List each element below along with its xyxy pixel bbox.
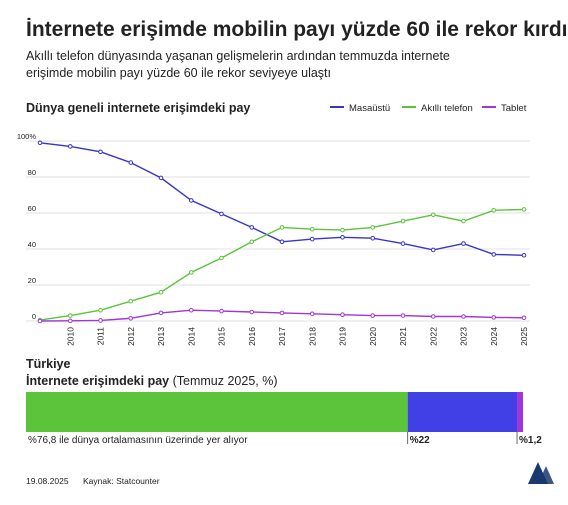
point [158,310,164,316]
point [158,289,164,295]
value-label: %1,2 [519,435,542,446]
chart-title: Dünya geneli internete erişimdeki pay [26,101,250,115]
bar-subtitle-note: (Temmuz 2025, %) [173,374,278,388]
logo [528,462,554,484]
x-tick-label: 2015 [217,327,227,346]
value-label-text: %76,8 [28,435,57,446]
source: Kaynak: Statcounter [83,476,160,486]
point [67,144,73,149]
point [128,298,134,304]
y-tick-label: 20 [28,276,36,285]
point [219,255,224,261]
x-tick-label: 2018 [307,327,317,346]
bar-subtitle-main: İnternete erişimdeki pay [26,373,169,388]
point [67,313,73,318]
x-tick-label: 2014 [186,327,196,346]
point [37,318,43,324]
point [370,225,376,230]
point [67,318,73,324]
point [340,235,345,240]
y-tick-label: 100% [17,132,37,141]
x-tick-label: 2012 [126,327,136,346]
point [461,314,466,319]
point [188,307,194,313]
subtitle: Akıllı telefon dünyasında yaşanan gelişm… [26,49,450,63]
x-tick-label: 2017 [277,327,287,346]
point [340,227,345,233]
point [309,226,315,232]
point [219,211,224,217]
title: İnternete erişimde mobilin payı yüzde 60… [26,18,568,41]
bar-title: Türkiye [26,357,71,371]
point [491,315,497,320]
point [219,308,224,314]
point [461,241,466,246]
x-tick-label: 2020 [368,327,378,346]
point [340,312,345,318]
point [430,212,436,218]
bar-segment [26,392,408,432]
x-tick-label: 2022 [428,327,438,346]
x-tick-label: 2013 [156,327,166,346]
point [279,225,285,230]
point [370,313,376,318]
point [249,239,255,245]
point [279,239,285,245]
point [158,175,164,181]
point [400,241,406,246]
y-tick-label: 60 [28,204,36,213]
x-tick-label: 2025 [519,327,529,346]
point [400,313,406,318]
point [37,140,43,146]
point [188,270,194,275]
x-tick-label: 2019 [338,327,348,346]
x-tick-label: 2010 [65,327,75,346]
x-tick-label: 2024 [489,327,499,346]
point [98,149,103,155]
point [279,310,285,316]
point [491,252,497,257]
legend-label: Masaüstü [349,103,390,114]
value-label-text: %22 [410,435,430,446]
x-tick-label: 2021 [398,327,408,346]
point [188,198,194,203]
y-tick-label: 40 [28,240,36,249]
subtitle: erişimde mobilin payı yüzde 60 ile rekor… [26,66,331,80]
legend-label: Tablet [501,103,527,114]
series-line [39,142,525,256]
x-tick-label: 2016 [247,327,257,346]
point [128,316,134,321]
value-label: %22 [410,435,430,446]
value-label: %76,8 ile dünya ortalamasının üzerinde y… [28,435,248,446]
point [249,309,255,315]
point [98,318,103,323]
point [128,160,134,165]
legend-label: Akıllı telefon [421,103,473,114]
point [309,236,315,242]
point [430,247,436,253]
annotation: ile dünya ortalamasının üzerinde yer alı… [59,435,248,446]
point [461,218,466,224]
point [370,235,376,241]
point [521,315,527,321]
bar-subtitle: İnternete erişimdeki pay (Temmuz 2025, %… [26,373,278,388]
y-tick-label: 80 [28,168,36,177]
point [521,207,527,212]
date: 19.08.2025 [26,476,69,486]
bar-segment [517,392,523,432]
x-tick-label: 2011 [96,327,106,346]
value-label-text: %1,2 [519,435,542,446]
point [491,208,497,213]
bar-segment [407,392,518,432]
point [249,225,255,230]
point [309,311,315,317]
point [521,253,527,258]
y-tick-label: 0 [32,312,36,321]
x-tick-label: 2023 [459,327,469,346]
point [98,307,103,313]
point [400,218,406,224]
point [430,314,436,319]
